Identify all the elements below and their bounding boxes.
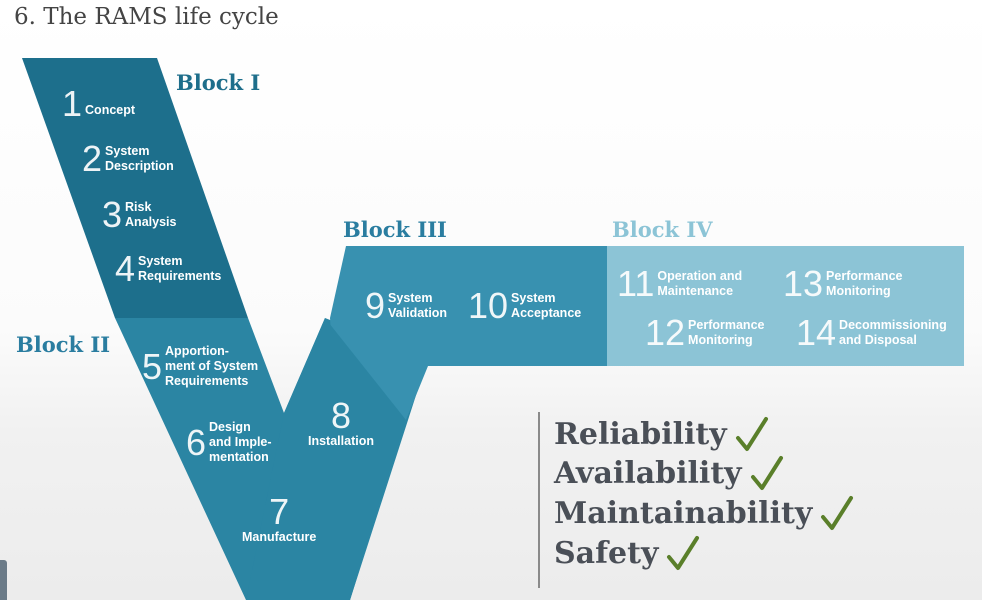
block-4-shape — [607, 246, 964, 366]
step-11: 11 Operation and Maintenance — [617, 266, 742, 302]
step-label: System Acceptance — [511, 291, 582, 320]
step-label: Installation — [308, 434, 374, 448]
step-5: 5 Apportion- ment of System Requirements — [142, 344, 258, 389]
step-number: 8 — [330, 395, 351, 436]
rams-label: Maintainability — [554, 496, 813, 531]
rams-label: Safety — [554, 536, 659, 571]
step-label: Performance Monitoring — [688, 318, 765, 347]
rams-item-reliability: Reliability — [554, 416, 769, 452]
step-label: System Validation — [388, 291, 448, 320]
step-3: 3 Risk Analysis — [102, 197, 176, 233]
step-7: 7 Manufacture — [242, 494, 316, 545]
rams-item-safety: Safety — [554, 535, 700, 571]
step-number: 7 — [269, 491, 290, 532]
rams-label: Reliability — [554, 417, 727, 452]
block-1-label: Block I — [176, 70, 261, 95]
step-number: 3 — [102, 194, 123, 235]
step-13: 13 Performance Monitoring — [783, 266, 902, 302]
check-icon — [750, 456, 783, 490]
step-1: 1 Concept — [62, 86, 135, 122]
corner-tab — [0, 560, 7, 600]
step-number: 12 — [645, 312, 686, 353]
right-arm-shape — [246, 318, 406, 600]
step-label: Concept — [85, 102, 136, 117]
step-label: Manufacture — [242, 530, 317, 544]
rams-divider — [538, 412, 540, 588]
step-label: Apportion- ment of System Requirements — [165, 344, 259, 388]
check-icon — [735, 417, 768, 451]
step-number: 5 — [142, 345, 163, 387]
step-6: 6 Design and Imple- mentation — [186, 420, 272, 465]
check-icon — [821, 496, 854, 530]
block-3-label: Block III — [343, 217, 447, 242]
step-8: 8 Installation — [308, 398, 374, 449]
rams-item-maintainability: Maintainability — [554, 495, 854, 531]
step-number: 2 — [82, 138, 103, 179]
rams-item-availability: Availability — [554, 455, 784, 491]
step-14: 14 Decommissioning and Disposal — [796, 315, 947, 351]
step-number: 14 — [796, 312, 837, 353]
step-number: 6 — [186, 421, 207, 463]
step-number: 4 — [115, 248, 136, 289]
step-10: 10 System Acceptance — [468, 288, 581, 324]
block-4-label: Block IV — [612, 217, 713, 242]
block-2-label: Block II — [16, 332, 111, 357]
step-label: Operation and Maintenance — [657, 269, 743, 298]
block-1-shape — [22, 58, 248, 318]
step-2: 2 System Description — [82, 141, 174, 177]
step-number: 9 — [365, 285, 386, 326]
step-label: System Description — [105, 144, 174, 173]
step-number: 11 — [617, 263, 655, 304]
step-4: 4 System Requirements — [115, 251, 221, 287]
step-label: Design and Imple- mentation — [209, 420, 272, 464]
rams-label: Availability — [554, 456, 742, 491]
step-number: 13 — [783, 263, 824, 304]
block-3-shape — [330, 246, 607, 600]
step-label: Decommissioning and Disposal — [839, 318, 947, 347]
step-number: 10 — [468, 285, 509, 326]
step-label: Performance Monitoring — [826, 269, 903, 298]
step-9: 9 System Validation — [365, 288, 447, 324]
check-icon — [667, 536, 700, 570]
step-label: Risk Analysis — [125, 200, 177, 229]
step-number: 1 — [62, 83, 83, 124]
step-label: System Requirements — [138, 254, 222, 283]
page-title: 6. The RAMS life cycle — [14, 4, 279, 30]
step-12: 12 Performance Monitoring — [645, 315, 764, 351]
